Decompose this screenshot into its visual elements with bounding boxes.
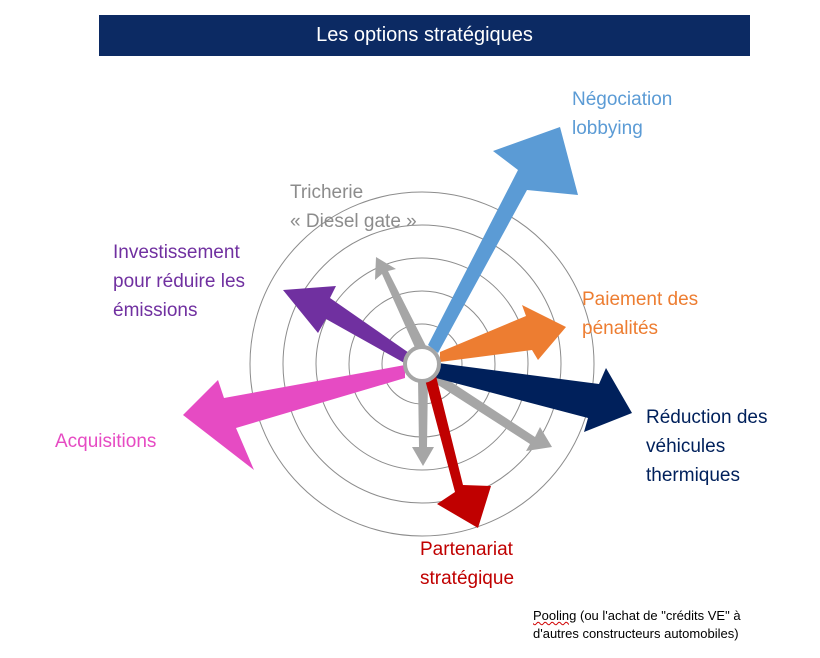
arrow-negociation bbox=[428, 127, 578, 353]
label-investissement: Investissement pour réduire les émission… bbox=[113, 238, 245, 325]
label-investissement-line1: Investissement bbox=[113, 242, 240, 263]
label-tricherie: Tricherie « Diesel gate » bbox=[290, 178, 417, 236]
label-reduction: Réduction des véhicules thermiques bbox=[646, 403, 767, 490]
arrow-tricherie bbox=[375, 257, 427, 352]
ring-4 bbox=[282, 224, 562, 504]
label-reduction-line2: véhicules bbox=[646, 436, 726, 457]
arrow-pooling bbox=[424, 368, 552, 451]
concentric-rings bbox=[249, 191, 595, 537]
label-paiement: Paiement des pénalités bbox=[582, 285, 698, 343]
label-negociation: Négociation lobbying bbox=[572, 85, 672, 143]
label-tricherie-line2: « Diesel gate » bbox=[290, 211, 417, 232]
label-negociation-line1: Négociation bbox=[572, 89, 673, 110]
label-tricherie-line1: Tricherie bbox=[290, 182, 364, 203]
pooling-note-line1: Pooling (ou l'achat de "crédits VE" à bbox=[533, 607, 813, 625]
arrow-paiement bbox=[440, 305, 566, 362]
label-partenariat-line2: stratégique bbox=[420, 568, 515, 589]
label-reduction-line3: thermiques bbox=[646, 465, 740, 486]
ring-5 bbox=[249, 191, 595, 537]
arrow-acquisitions bbox=[183, 365, 405, 470]
label-investissement-line3: émissions bbox=[113, 300, 198, 321]
label-negociation-line2: lobbying bbox=[572, 118, 643, 139]
label-investissement-line2: pour réduire les bbox=[113, 271, 246, 292]
pooling-word: Pooling bbox=[533, 608, 577, 623]
ring-3 bbox=[315, 257, 529, 471]
pooling-note-line1-rest: (ou l'achat de "crédits VE" à bbox=[576, 608, 741, 623]
arrow-investissement bbox=[283, 286, 412, 365]
arrow-reduction bbox=[436, 363, 632, 432]
label-paiement-line1: Paiement des bbox=[582, 289, 699, 310]
label-paiement-line2: pénalités bbox=[582, 318, 659, 339]
title-bar: Les options stratégiques bbox=[99, 15, 750, 56]
center-hub bbox=[403, 345, 441, 383]
label-reduction-line1: Réduction des bbox=[646, 407, 768, 428]
label-acquisitions: Acquisitions bbox=[55, 427, 156, 456]
label-partenariat: Partenariat stratégique bbox=[420, 535, 514, 593]
pooling-note-line2: d'autres constructeurs automobiles) bbox=[533, 626, 739, 641]
arrow-partenariat bbox=[423, 372, 491, 528]
diagram-title: Les options stratégiques bbox=[316, 24, 533, 46]
pooling-note: Pooling (ou l'achat de "crédits VE" à d'… bbox=[533, 607, 813, 643]
label-partenariat-line1: Partenariat bbox=[420, 539, 513, 560]
arrow-down-gray bbox=[412, 378, 434, 466]
label-acquisitions-line1: Acquisitions bbox=[55, 431, 157, 452]
